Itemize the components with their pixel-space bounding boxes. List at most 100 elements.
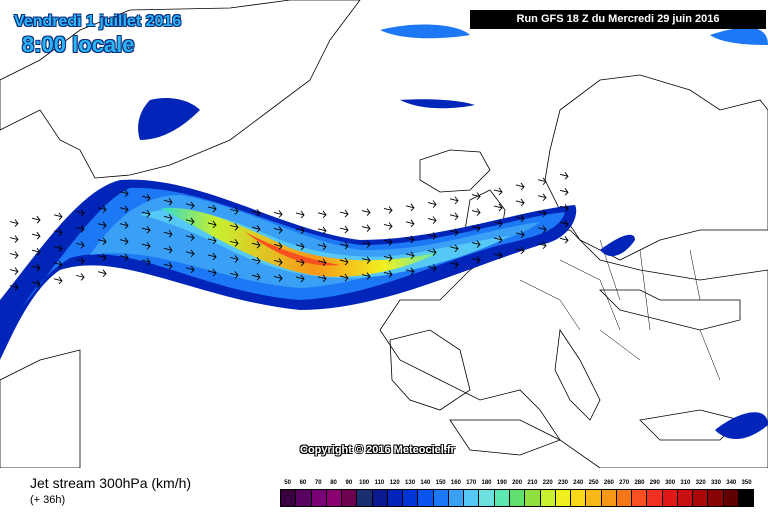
wind-arrow-icon <box>53 228 63 237</box>
wind-arrow-icon <box>515 230 525 239</box>
wind-arrow-icon <box>471 224 481 232</box>
legend-swatch <box>616 490 633 506</box>
wind-arrow-icon <box>229 223 239 231</box>
legend-value: 130 <box>405 480 416 486</box>
legend-value: 170 <box>466 480 477 486</box>
legend-value: 350 <box>741 480 752 486</box>
wind-arrow-icon <box>559 204 569 212</box>
wind-arrow-icon <box>317 274 327 283</box>
wind-arrow-icon <box>31 263 41 272</box>
jet-stream-band <box>0 24 768 440</box>
wind-arrow-icon <box>471 256 481 264</box>
wind-arrow-icon <box>295 226 305 235</box>
wind-arrow-icon <box>339 209 349 218</box>
wind-arrow-icon <box>537 193 547 202</box>
wind-arrow-icon <box>163 214 173 222</box>
legend-swatch <box>586 490 602 506</box>
wind-arrow-icon <box>339 257 349 266</box>
legend-swatch <box>342 490 358 506</box>
wind-arrow-icon <box>427 216 437 224</box>
wind-arrow-icon <box>449 212 459 221</box>
wind-arrow-icon <box>559 172 569 180</box>
wind-arrow-icon <box>141 241 151 250</box>
legend-value: 100 <box>359 480 370 486</box>
wind-arrow-icon <box>207 252 217 261</box>
legend-swatch <box>326 490 343 506</box>
wind-arrow-icon <box>97 253 107 262</box>
wind-arrow-icon <box>449 228 459 237</box>
legend-value: 180 <box>481 480 492 486</box>
wind-arrow-icon <box>383 254 393 262</box>
legend-swatch <box>387 490 404 506</box>
wind-arrow-icon <box>471 240 481 248</box>
wind-arrow-icon <box>339 273 349 282</box>
legend-value: 290 <box>649 480 660 486</box>
wind-arrow-icon <box>537 177 547 186</box>
wind-arrow-icon <box>9 251 19 259</box>
legend-value: 150 <box>435 480 446 486</box>
wind-arrow-icon <box>273 226 283 234</box>
wind-arrow-icon <box>9 219 19 227</box>
legend-value: 80 <box>330 480 337 486</box>
legend-swatch <box>372 490 388 506</box>
wind-arrow-icon <box>163 230 173 238</box>
legend-value: 330 <box>710 480 721 486</box>
wind-arrow-icon <box>53 276 63 285</box>
wind-arrow-icon <box>295 242 305 251</box>
legend-value: 140 <box>420 480 431 486</box>
wind-arrow-icon <box>141 209 151 218</box>
legend-swatch <box>738 490 754 506</box>
legend-swatch <box>479 490 495 506</box>
wind-arrow-icon <box>75 241 85 249</box>
wind-arrow-icon <box>559 188 569 196</box>
map-title: Jet stream 300hPa (km/h) <box>30 475 192 491</box>
wind-arrow-icon <box>185 233 195 242</box>
coastlines <box>0 0 768 468</box>
wind-arrow-icon <box>493 187 503 196</box>
legend-value: 60 <box>299 480 307 486</box>
legend-values: 50 60 70 80 90 100 110 120 130 140 150 160 170 180 190… <box>280 480 754 486</box>
wind-arrow-icon <box>317 258 327 267</box>
legend-value: 340 <box>726 480 737 486</box>
legend-swatch <box>571 490 587 506</box>
legend-swatch <box>464 490 480 506</box>
legend-value: 50 <box>284 480 291 486</box>
legend-value: 320 <box>695 480 706 486</box>
wind-arrow-icon <box>471 208 481 216</box>
wind-arrow-icon <box>9 235 19 243</box>
wind-arrow-icon <box>471 192 481 200</box>
wind-arrow-icon <box>493 251 503 260</box>
color-legend: 50 60 70 80 90 100 110 120 130 140 150 160 170 180 190… <box>280 480 754 507</box>
legend-value: 270 <box>619 480 630 486</box>
wind-arrow-icon <box>185 249 195 258</box>
wind-arrow-icon <box>229 207 239 215</box>
wind-arrow-icon <box>229 239 239 247</box>
wind-arrow-icon <box>273 242 283 250</box>
wind-arrow-icon <box>449 244 459 253</box>
wind-arrow-icon <box>97 237 107 246</box>
wind-arrow-icon <box>493 235 503 244</box>
wind-arrow-icon <box>361 256 371 264</box>
wind-arrow-icon <box>119 205 129 214</box>
wind-arrow-icon <box>75 273 85 281</box>
wind-arrow-icon <box>119 189 129 198</box>
wind-arrow-icon <box>449 260 459 269</box>
wind-arrow-icon <box>361 224 371 232</box>
copyright-label: Copyright © 2016 Meteociel.fr <box>300 444 455 456</box>
legend-value: 190 <box>496 480 507 486</box>
wind-arrow-icon <box>537 225 547 234</box>
wind-arrow-icon <box>515 198 525 207</box>
legend-value: 250 <box>588 480 599 486</box>
legend-value: 90 <box>345 480 353 486</box>
wind-arrow-icon <box>449 196 459 205</box>
wind-arrow-icon <box>273 258 283 266</box>
wind-arrow-icon <box>141 257 151 266</box>
wind-arrow-icon <box>75 225 85 233</box>
legend-swatch <box>509 490 526 506</box>
wind-arrow-icon <box>185 217 195 226</box>
wind-arrow-icon <box>383 270 393 278</box>
wind-arrow-icon <box>427 264 437 272</box>
wind-arrow-icon <box>75 209 85 217</box>
wind-arrow-icon <box>53 260 63 269</box>
legend-swatch <box>540 490 556 506</box>
